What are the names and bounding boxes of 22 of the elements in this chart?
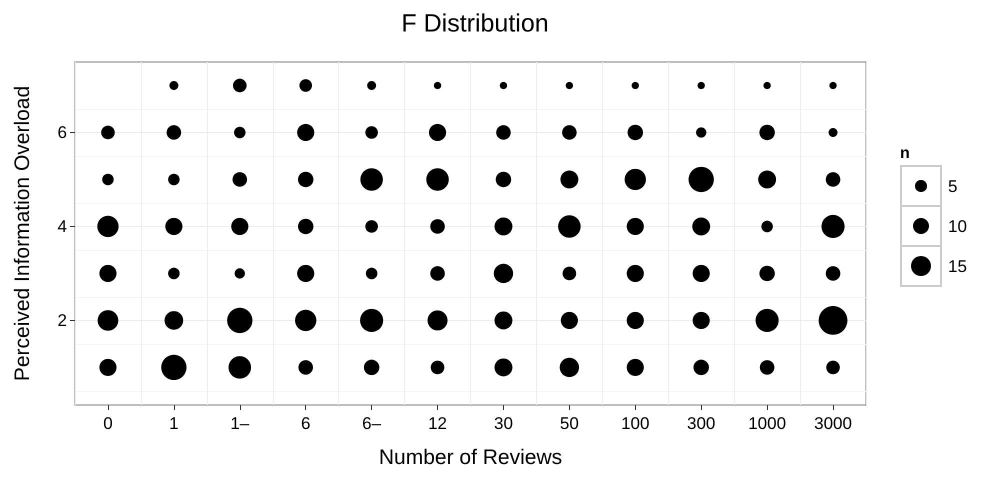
x-tick-label: 0 (103, 414, 113, 433)
y-tick-label: 2 (58, 310, 67, 330)
x-tick-label: 30 (494, 414, 513, 433)
legend-label: 10 (948, 217, 967, 237)
legend-label: 5 (948, 177, 958, 197)
x-tick-label: 3000 (814, 414, 852, 433)
x-tick-label: 1– (230, 414, 250, 433)
y-tick-label: 6 (58, 122, 67, 142)
x-tick-label: 300 (687, 414, 716, 433)
y-tick-label: 4 (58, 216, 67, 236)
x-tick-label: 50 (560, 414, 579, 433)
x-tick-label: 6 (300, 414, 310, 433)
legend-label: 15 (948, 257, 967, 277)
y-axis-title: Perceived Information Overload (11, 86, 34, 382)
x-tick-label: 1000 (748, 414, 786, 433)
legend-title: n (900, 145, 911, 163)
x-axis-title: Number of Reviews (378, 446, 562, 469)
x-tick-label: 6– (362, 414, 382, 433)
x-tick-label: 1 (169, 414, 179, 433)
x-tick-label: 100 (621, 414, 650, 433)
x-tick-label: 12 (428, 414, 448, 433)
chart-title: F Distribution (401, 10, 549, 38)
